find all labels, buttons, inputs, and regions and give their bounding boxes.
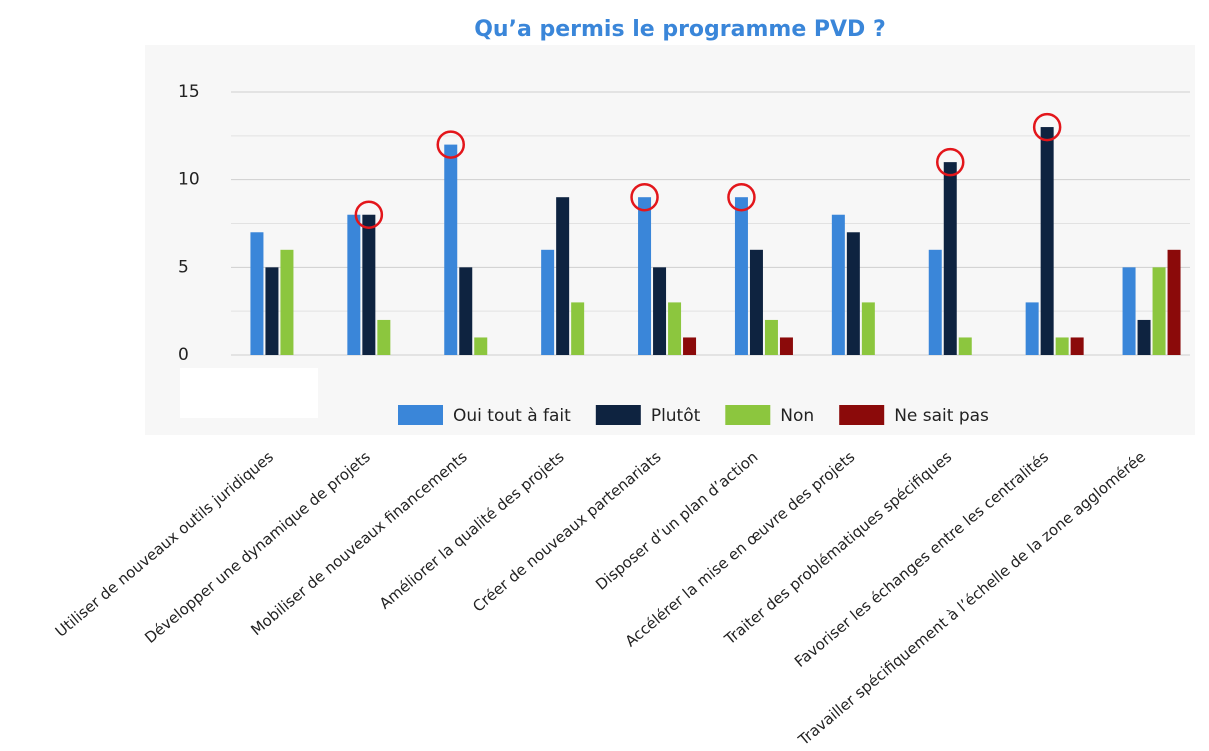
bar bbox=[265, 267, 279, 355]
bar bbox=[958, 337, 972, 355]
legend-label: Oui tout à fait bbox=[453, 406, 571, 426]
legend-swatch bbox=[839, 405, 885, 425]
bar bbox=[779, 337, 793, 355]
bar bbox=[653, 267, 667, 355]
bar bbox=[638, 197, 652, 355]
bar bbox=[280, 249, 294, 355]
bar bbox=[362, 214, 376, 355]
x-tick-label: Disposer d’un plan d’action bbox=[592, 448, 761, 594]
bar bbox=[347, 214, 361, 355]
bar bbox=[1152, 267, 1166, 355]
highlight-circle bbox=[727, 182, 756, 212]
legend-swatch bbox=[725, 405, 771, 425]
bar bbox=[846, 232, 860, 355]
bar bbox=[1055, 337, 1069, 355]
bar bbox=[541, 249, 555, 355]
highlight-circle bbox=[354, 200, 384, 229]
bar bbox=[764, 319, 778, 355]
bar bbox=[943, 162, 957, 355]
highlight-circle bbox=[436, 130, 465, 159]
legend-label: Plutôt bbox=[651, 406, 701, 426]
bar bbox=[1137, 319, 1151, 355]
blank-patch bbox=[180, 368, 318, 418]
bar bbox=[556, 197, 570, 355]
x-tick-label: Mobiliser de nouveaux financements bbox=[247, 448, 470, 640]
highlight-circle bbox=[936, 147, 965, 177]
bar bbox=[683, 337, 697, 355]
bar bbox=[749, 249, 763, 355]
legend-label: Non bbox=[780, 406, 814, 426]
legend-label: Ne sait pas bbox=[894, 406, 989, 426]
bar bbox=[459, 267, 473, 355]
bar bbox=[444, 144, 458, 355]
chart-title: Qu’a permis le programme PVD ? bbox=[474, 17, 886, 42]
x-tick-label: Améliorer la qualité des projets bbox=[376, 448, 568, 613]
y-tick-label: 10 bbox=[178, 170, 200, 190]
bar bbox=[1025, 302, 1039, 355]
bar bbox=[861, 302, 875, 355]
x-tick-label: Créer de nouveaux partenariats bbox=[469, 448, 664, 616]
bar bbox=[1167, 249, 1181, 355]
x-tick-label: Utiliser de nouveaux outils juridiques bbox=[52, 448, 277, 641]
highlight-circle bbox=[630, 182, 659, 212]
x-tick-label: Travailler spécifiquement à l’échelle de… bbox=[794, 448, 1149, 750]
bar bbox=[1122, 267, 1136, 355]
bar bbox=[1070, 337, 1084, 355]
bar bbox=[474, 337, 488, 355]
bar bbox=[571, 302, 585, 355]
highlight-circle bbox=[1032, 112, 1062, 142]
legend-swatch bbox=[595, 405, 641, 425]
bar bbox=[831, 214, 845, 355]
bar bbox=[734, 197, 748, 355]
y-tick-label: 5 bbox=[178, 257, 189, 277]
bar bbox=[377, 319, 391, 355]
legend-swatch bbox=[398, 405, 443, 425]
plot-background bbox=[145, 45, 1195, 435]
y-tick-label: 15 bbox=[178, 82, 200, 102]
bar bbox=[1040, 127, 1054, 355]
bar bbox=[928, 249, 942, 355]
bar bbox=[250, 232, 264, 355]
y-tick-label: 0 bbox=[178, 345, 189, 365]
bar bbox=[668, 302, 682, 355]
